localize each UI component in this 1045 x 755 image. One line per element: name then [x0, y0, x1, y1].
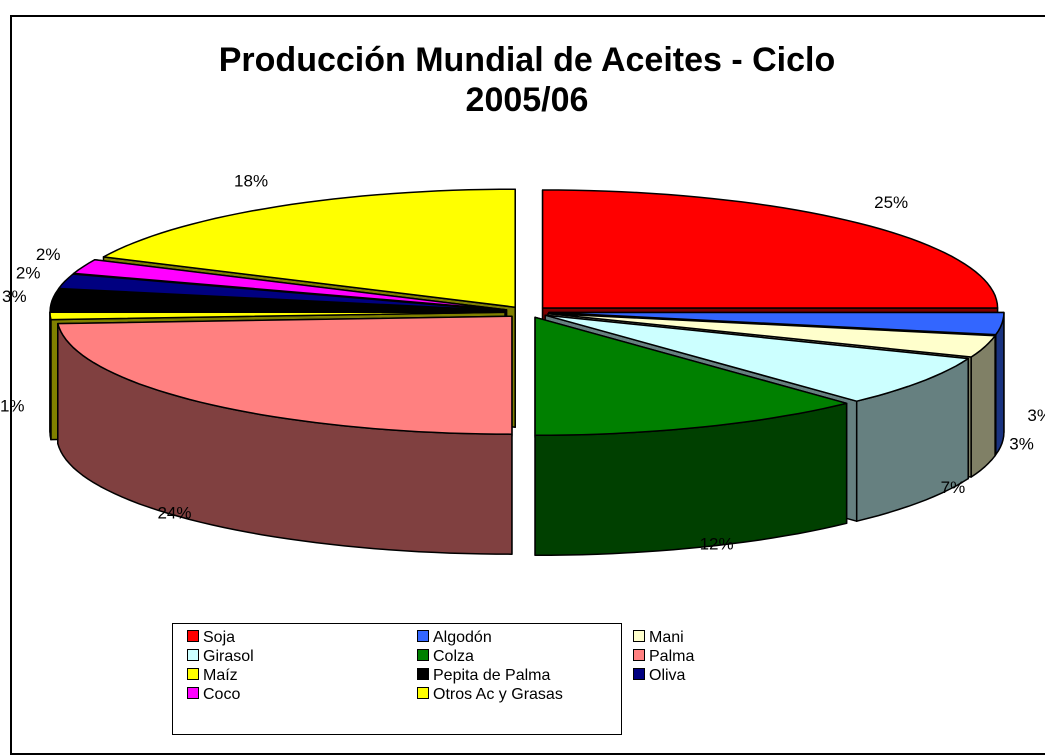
data-label: 24% [157, 504, 191, 523]
legend-swatch [633, 649, 645, 661]
slice [547, 312, 996, 358]
data-label: 12% [700, 534, 734, 553]
legend-swatch [417, 649, 429, 661]
legend-item: Otros Ac y Grasas [417, 686, 563, 704]
data-label: 7% [941, 478, 966, 497]
legend-label: Mani [649, 629, 684, 646]
legend-swatch [417, 668, 429, 680]
legend-label: Soja [203, 629, 236, 646]
legend-swatch [187, 668, 199, 680]
legend-label: Pepita de Palma [433, 667, 551, 684]
slice [544, 314, 969, 402]
legend: Soja Algodón Mani Girasol Colza Palma Maíz Pepi… [172, 623, 694, 735]
legend-label: Colza [433, 648, 474, 665]
legend-label: Girasol [203, 648, 254, 665]
legend-swatch [187, 687, 199, 699]
data-label: 18% [234, 172, 268, 191]
slice [102, 188, 516, 308]
slice [548, 311, 1005, 336]
legend-swatch [417, 630, 429, 642]
data-label: 25% [874, 193, 908, 212]
data-label: 3% [1027, 406, 1045, 425]
legend-item: Algodón [417, 629, 492, 647]
data-label: 2% [16, 263, 41, 282]
legend-item: Oliva [633, 667, 685, 685]
legend-item: Soja [187, 629, 235, 647]
data-label: 3% [1009, 434, 1034, 453]
legend-swatch [633, 668, 645, 680]
legend-item: Coco [187, 686, 240, 704]
legend-swatch [187, 649, 199, 661]
legend-label: Coco [203, 686, 241, 703]
slice [534, 316, 848, 437]
legend-item: Palma [633, 648, 694, 666]
data-label: 2% [36, 245, 61, 264]
slice [73, 258, 508, 311]
slice [57, 315, 513, 435]
legend-label: Otros Ac y Grasas [433, 686, 563, 703]
legend-item: Maíz [187, 667, 238, 685]
legend-item: Girasol [187, 648, 254, 666]
legend-swatch [187, 630, 199, 642]
legend-swatch [633, 630, 645, 642]
legend-label: Oliva [649, 667, 686, 684]
legend-label: Algodón [433, 629, 492, 646]
data-label: 3% [2, 287, 27, 306]
legend-swatch [417, 687, 429, 699]
legend-item: Mani [633, 629, 684, 647]
legend-item: Colza [417, 648, 474, 666]
legend-item: Pepita de Palma [417, 667, 550, 685]
slice [58, 273, 507, 312]
slice-side [970, 334, 996, 478]
slice [541, 189, 999, 309]
slice-side [49, 311, 52, 441]
chart-title: Producción Mundial de Aceites - Ciclo 20… [218, 41, 836, 119]
data-label: 1% [0, 396, 25, 415]
legend-label: Palma [649, 648, 695, 665]
slice [49, 288, 506, 313]
legend-label: Maíz [203, 667, 238, 684]
